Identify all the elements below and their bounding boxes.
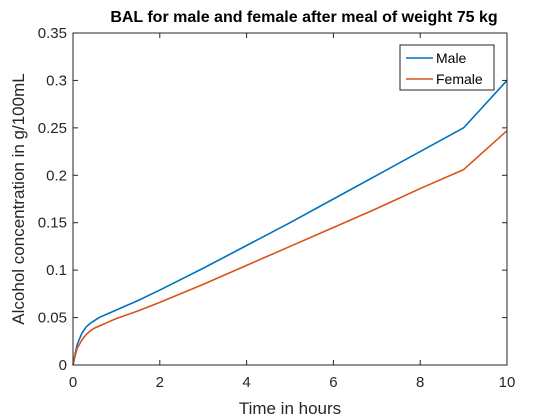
y-tick-label: 0.3: [46, 72, 67, 89]
x-tick-label: 4: [242, 374, 250, 391]
series-line-male: [72, 79, 508, 366]
series-line-female: [72, 130, 508, 366]
legend: Male Female: [399, 44, 495, 91]
legend-box: [399, 44, 495, 91]
axes-box: [72, 32, 508, 366]
x-tick-label: 6: [329, 374, 337, 391]
axes: [72, 32, 508, 366]
y-axis-label: Alcohol concentration in g/100mL: [9, 73, 28, 324]
x-tick-label: 0: [69, 374, 77, 391]
legend-label-male: Male: [436, 50, 467, 66]
x-ticks: 0 2 4 6 8 10: [69, 33, 516, 391]
y-ticks: 0 0.05 0.1 0.15 0.2 0.25 0.3 0.35: [38, 25, 507, 374]
legend-label-female: Female: [436, 71, 483, 87]
y-tick-label: 0.35: [38, 25, 67, 42]
x-tick-label: 2: [156, 374, 164, 391]
y-tick-label: 0.15: [38, 215, 67, 232]
y-tick-label: 0.2: [46, 167, 67, 184]
y-tick-label: 0: [59, 357, 67, 374]
y-tick-label: 0.05: [38, 310, 67, 327]
y-tick-label: 0.1: [46, 262, 67, 279]
chart-title: BAL for male and female after meal of we…: [110, 9, 497, 26]
series-lines: [72, 79, 508, 366]
x-axis-label: Time in hours: [239, 399, 341, 418]
y-tick-label: 0.25: [38, 120, 67, 137]
x-tick-label: 8: [416, 374, 424, 391]
x-tick-label: 10: [499, 374, 516, 391]
